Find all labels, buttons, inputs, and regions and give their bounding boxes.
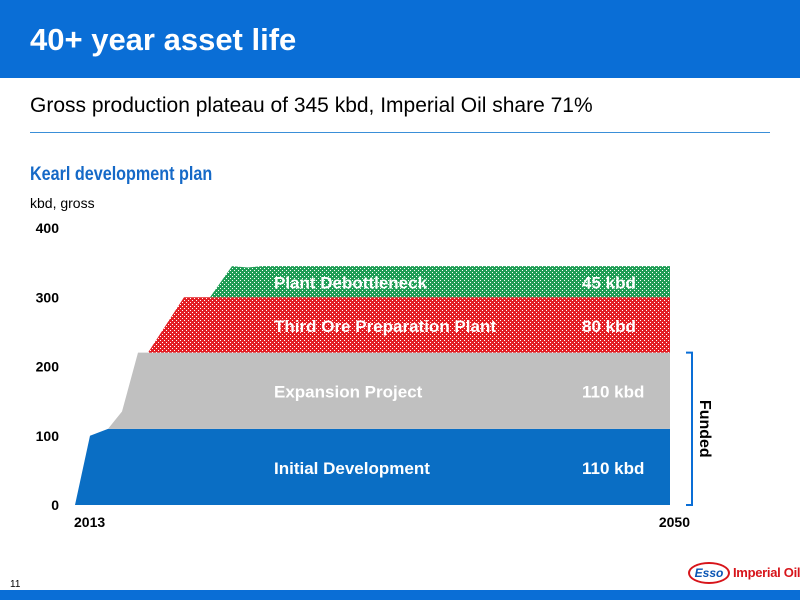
y-tick-label: 200 [36,359,60,375]
slide-title: 40+ year asset life [30,22,297,57]
series-label-expansion-project: Expansion Project [274,383,423,402]
area-third-ore-preparation-plant [148,297,670,353]
company-name: Imperial Oil [733,565,800,580]
title-bar: 40+ year asset life [0,0,800,78]
series-label-plant-debottleneck: Plant Debottleneck [274,274,428,293]
bottom-bar [0,590,800,600]
funded-label: Funded [696,400,713,458]
area-expansion-project [108,352,670,429]
series-label-initial-development: Initial Development [274,459,430,478]
chart-title: Kearl development plan [30,164,213,185]
y-tick-label: 0 [51,497,59,513]
y-tick-label: 300 [36,289,60,305]
series-label-third-ore-preparation-plant: Third Ore Preparation Plant [274,317,496,336]
area-plant-debottleneck [210,266,670,298]
series-value-initial-development: 110 kbd [582,459,644,478]
esso-logo-text: Esso [694,566,724,580]
area-initial-development [75,428,670,505]
imperial-oil-logo: Esso Imperial Oil [688,560,800,586]
x-tick-label-start: 2013 [74,514,105,530]
series-value-expansion-project: 110 kbd [582,383,644,402]
funded-bracket [686,351,693,506]
y-axis-unit-label: kbd, gross [30,195,95,211]
divider [30,132,770,133]
slide-subtitle: Gross production plateau of 345 kbd, Imp… [30,94,593,117]
page-number: 11 [10,579,21,590]
series-value-plant-debottleneck: 45 kbd [582,274,636,293]
y-tick-label: 400 [36,220,60,236]
series-value-third-ore-preparation-plant: 80 kbd [582,317,636,336]
x-tick-label-end: 2050 [659,514,690,530]
y-tick-label: 100 [36,428,60,444]
esso-logo: Esso [688,562,730,584]
